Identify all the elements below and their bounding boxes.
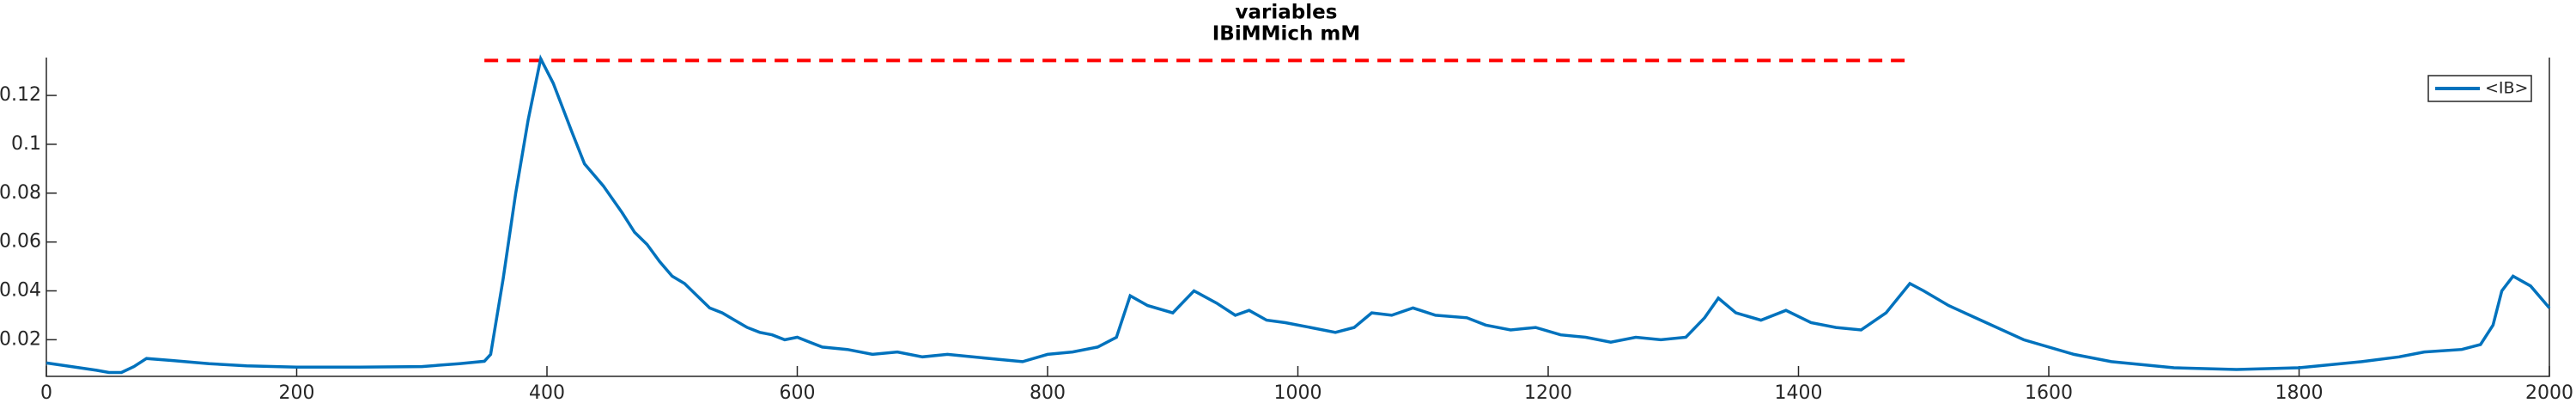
y-tick-label: 0.02: [0, 328, 41, 350]
y-tick-label: 0.06: [0, 231, 41, 253]
x-tick-label: 200: [279, 382, 315, 403]
x-tick-label: 0: [40, 382, 52, 403]
x-tick-label: 1000: [1274, 382, 1322, 403]
x-tick-label: 800: [1030, 382, 1066, 403]
legend-label: <IB>: [2485, 79, 2528, 98]
y-tick-label: 0.1: [11, 133, 41, 155]
data-line: [46, 54, 2551, 375]
chart-title: variables: [1236, 2, 1338, 24]
x-tick-label: 2000: [2525, 382, 2573, 403]
x-tick-label: 1800: [2275, 382, 2324, 403]
x-tick-label: 1400: [1775, 382, 1823, 403]
y-tick-label: 0.04: [0, 279, 41, 301]
x-tick-label: 400: [529, 382, 565, 403]
x-tick-label: 1600: [2025, 382, 2073, 403]
x-tick-label: 1200: [1524, 382, 1572, 403]
chart-subtitle: IBiMMich mM: [1212, 23, 1361, 46]
y-tick-label: 0.08: [0, 182, 41, 204]
y-tick-label: 0.12: [0, 84, 41, 106]
axes-box: [46, 58, 2550, 377]
x-tick-label: 600: [780, 382, 816, 403]
